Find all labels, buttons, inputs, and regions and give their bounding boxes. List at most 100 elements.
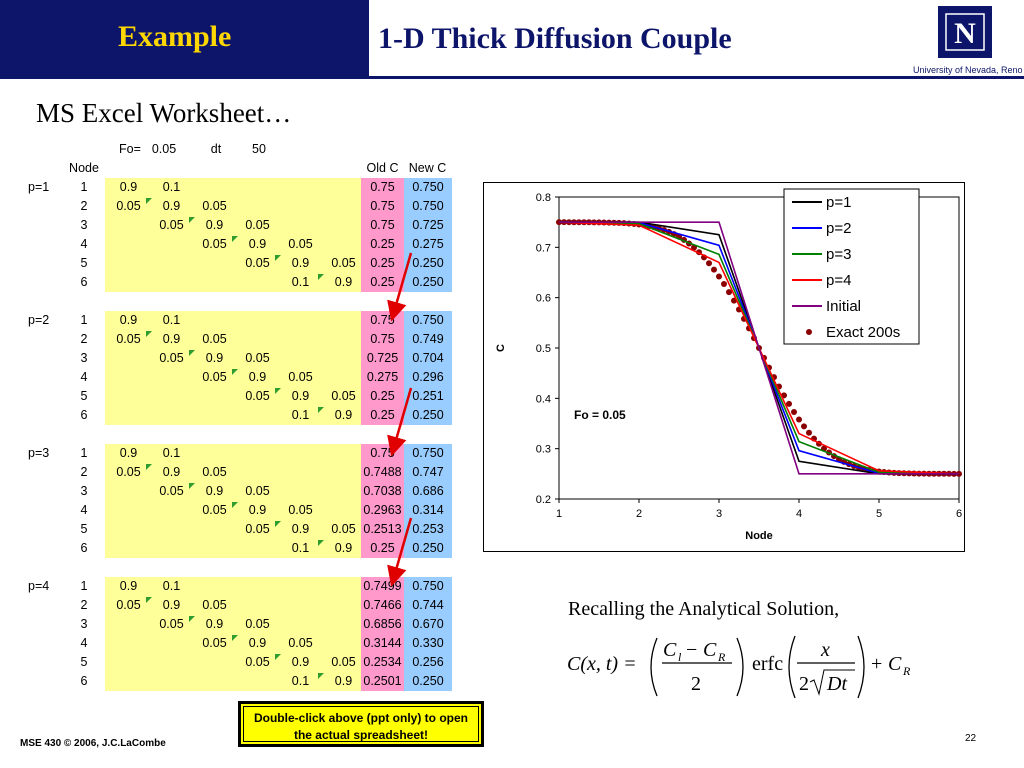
old-c-cell: 0.25	[370, 256, 395, 270]
node-cell: 6	[80, 275, 88, 289]
matrix-cell: 0.05	[159, 218, 184, 232]
slide-title: 1-D Thick Diffusion Couple	[378, 22, 732, 55]
node-cell: 4	[80, 503, 88, 517]
matrix-cell: 0.9	[291, 522, 310, 536]
page-number: 22	[965, 733, 977, 744]
matrix-cell: 0.05	[245, 256, 270, 270]
old-c-cell: 0.275	[366, 370, 399, 384]
arrow-1	[387, 252, 413, 322]
new-c-cell: 0.749	[412, 332, 444, 346]
svg-text:R: R	[902, 664, 911, 678]
comment-indicator-icon	[232, 502, 238, 508]
legend-label: p=1	[826, 194, 851, 211]
comment-indicator-icon	[189, 350, 195, 356]
new-c-cell: 0.275	[412, 237, 444, 251]
comment-indicator-icon	[232, 236, 238, 242]
comment-indicator-icon	[189, 217, 195, 223]
x-tick-label: 6	[956, 508, 962, 520]
matrix-cell: 0.05	[202, 237, 227, 251]
matrix-cell: 0.05	[288, 503, 313, 517]
comment-indicator-icon	[275, 388, 281, 394]
legend-label: Initial	[826, 298, 861, 315]
new-c-cell: 0.296	[412, 370, 444, 384]
matrix-cell: 0.05	[202, 598, 227, 612]
block-label: p=3	[28, 446, 50, 460]
node-cell: 5	[80, 655, 88, 669]
svg-text:l: l	[678, 650, 682, 664]
matrix-cell: 0.1	[162, 180, 181, 194]
new-c-cell: 0.750	[412, 446, 444, 460]
matrix-cell: 0.9	[205, 351, 224, 365]
matrix-cell: 0.9	[119, 313, 138, 327]
matrix-cell: 0.9	[119, 446, 138, 460]
matrix-cell: 0.1	[162, 579, 181, 593]
block-label: p=1	[28, 180, 50, 194]
comment-indicator-icon	[189, 483, 195, 489]
x-tick-label: 2	[636, 508, 642, 520]
node-cell: 1	[80, 313, 88, 327]
header-right: 1-D Thick Diffusion Couple	[369, 0, 1024, 78]
old-c-cell: 0.2534	[363, 655, 402, 669]
exact-solution-point	[801, 423, 807, 430]
exact-solution-point	[726, 289, 732, 296]
new-c-cell: 0.330	[412, 636, 444, 650]
svg-text:+: +	[871, 653, 882, 675]
matrix-cell: 0.05	[159, 617, 184, 631]
matrix-block	[105, 178, 361, 292]
block-label: p=2	[28, 313, 50, 327]
matrix-cell: 0.9	[248, 370, 267, 384]
old-c-cell: 0.2513	[363, 522, 402, 536]
svg-text:C: C	[663, 639, 677, 661]
header-divider	[0, 76, 1024, 79]
old-c-cell: 0.7466	[363, 598, 402, 612]
x-tick-label: 1	[556, 508, 562, 520]
old-c-cell: 0.75	[370, 199, 395, 213]
footer-copyright: MSE 430 © 2006, J.C.LaCombe	[20, 738, 166, 749]
node-cell: 1	[80, 180, 88, 194]
node-cell: 2	[80, 199, 88, 213]
y-tick-label: 0.2	[536, 494, 551, 506]
comment-indicator-icon	[318, 274, 324, 280]
new-c-cell: 0.251	[412, 389, 444, 403]
comment-indicator-icon	[275, 255, 281, 261]
new-c-column	[404, 178, 452, 292]
old-c-header: Old C	[366, 161, 399, 175]
old-c-cell: 0.25	[370, 275, 395, 289]
legend-label: Exact 200s	[826, 324, 900, 341]
new-c-cell: 0.704	[412, 351, 444, 365]
matrix-cell: 0.05	[159, 351, 184, 365]
dt-value: 50	[252, 142, 266, 156]
x-tick-label: 3	[716, 508, 722, 520]
comment-indicator-icon	[189, 616, 195, 622]
new-c-cell: 0.670	[412, 617, 444, 631]
node-header: Node	[69, 161, 99, 175]
comment-indicator-icon	[318, 540, 324, 546]
new-c-cell: 0.314	[412, 503, 444, 517]
matrix-cell: 0.05	[245, 522, 270, 536]
old-c-cell: 0.6856	[363, 617, 402, 631]
comment-indicator-icon	[146, 198, 152, 204]
comment-indicator-icon	[232, 369, 238, 375]
old-c-cell: 0.7038	[363, 484, 402, 498]
matrix-cell: 0.1	[162, 446, 181, 460]
legend-box	[783, 188, 920, 345]
matrix-cell: 0.9	[205, 617, 224, 631]
exact-solution-point	[721, 281, 727, 288]
node-cell: 4	[80, 370, 88, 384]
matrix-cell: 0.05	[202, 465, 227, 479]
spreadsheet-note[interactable]: Double-click above (ppt only) to open th…	[238, 701, 484, 747]
concentration-chart: 0.2 0.3 0.4 0.5 0.6 0.7 0.8 1 2 3 4 5 6 Node C Fo = 0.0…	[483, 182, 965, 552]
svg-text:−: −	[686, 639, 697, 661]
new-c-column	[404, 577, 452, 691]
old-c-cell: 0.725	[366, 351, 399, 365]
logo-n-icon: N	[945, 13, 985, 51]
matrix-cell: 0.1	[291, 275, 310, 289]
new-c-cell: 0.256	[412, 655, 444, 669]
svg-text:C: C	[703, 639, 717, 661]
comment-indicator-icon	[146, 597, 152, 603]
block-label: p=4	[28, 579, 50, 593]
old-c-column	[361, 577, 404, 691]
new-c-cell: 0.686	[412, 484, 444, 498]
node-cell: 2	[80, 598, 88, 612]
